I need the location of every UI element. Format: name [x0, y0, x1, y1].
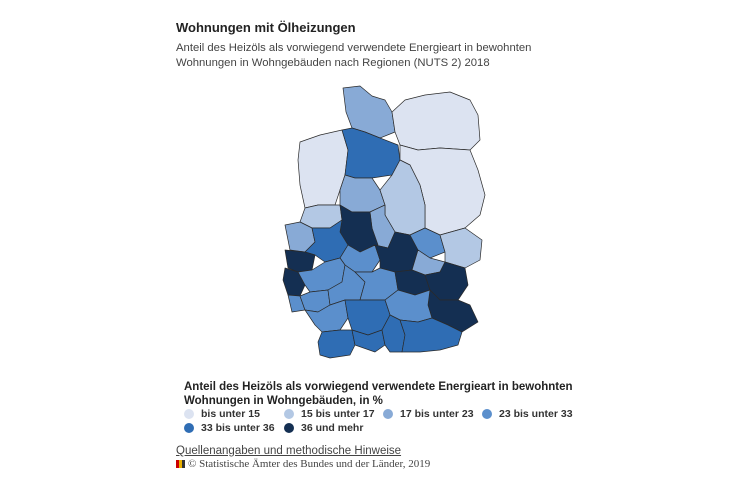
map-region[interactable] — [399, 317, 463, 353]
legend-label: 36 und mehr — [301, 422, 364, 434]
legend-item: bis unter 15 — [184, 408, 260, 420]
legend-swatch — [482, 409, 492, 419]
legend-item: 36 und mehr — [284, 422, 363, 434]
map-region[interactable] — [341, 127, 401, 179]
legend-item: 17 bis unter 23 — [383, 408, 474, 420]
legend-item: 15 bis unter 17 — [284, 408, 375, 420]
map-region[interactable] — [317, 329, 356, 359]
legend-swatch — [184, 423, 194, 433]
statistik-logo-icon — [176, 460, 185, 468]
map-region[interactable] — [439, 227, 483, 269]
copyright-text: © Statistische Ämter des Bundes und der … — [188, 458, 431, 470]
legend-label: 33 bis unter 36 — [201, 422, 275, 434]
legend-swatch — [184, 409, 194, 419]
map-subtitle: Anteil des Heizöls als vorwiegend verwen… — [176, 42, 532, 69]
legend-label: 15 bis unter 17 — [301, 408, 375, 420]
map-region[interactable] — [391, 91, 481, 151]
legend-label: 23 bis unter 33 — [499, 408, 573, 420]
legend-item: 33 bis unter 36 — [184, 422, 275, 434]
legend-swatch — [383, 409, 393, 419]
legend-title: Anteil des Heizöls als vorwiegend verwen… — [184, 381, 573, 407]
map-title: Wohnungen mit Ölheizungen — [176, 20, 356, 35]
map-region[interactable] — [284, 249, 316, 273]
map-region[interactable] — [339, 174, 386, 213]
copyright: © Statistische Ämter des Bundes und der … — [176, 458, 430, 470]
legend-label: 17 bis unter 23 — [400, 408, 474, 420]
legend-swatch — [284, 423, 294, 433]
legend-label: bis unter 15 — [201, 408, 260, 420]
map-region[interactable] — [297, 129, 349, 209]
legend-swatch — [284, 409, 294, 419]
legend-item: 23 bis unter 33 — [482, 408, 573, 420]
germany-nuts2-map — [282, 85, 486, 359]
sources-link[interactable]: Quellenangaben und methodische Hinweise — [176, 445, 402, 457]
